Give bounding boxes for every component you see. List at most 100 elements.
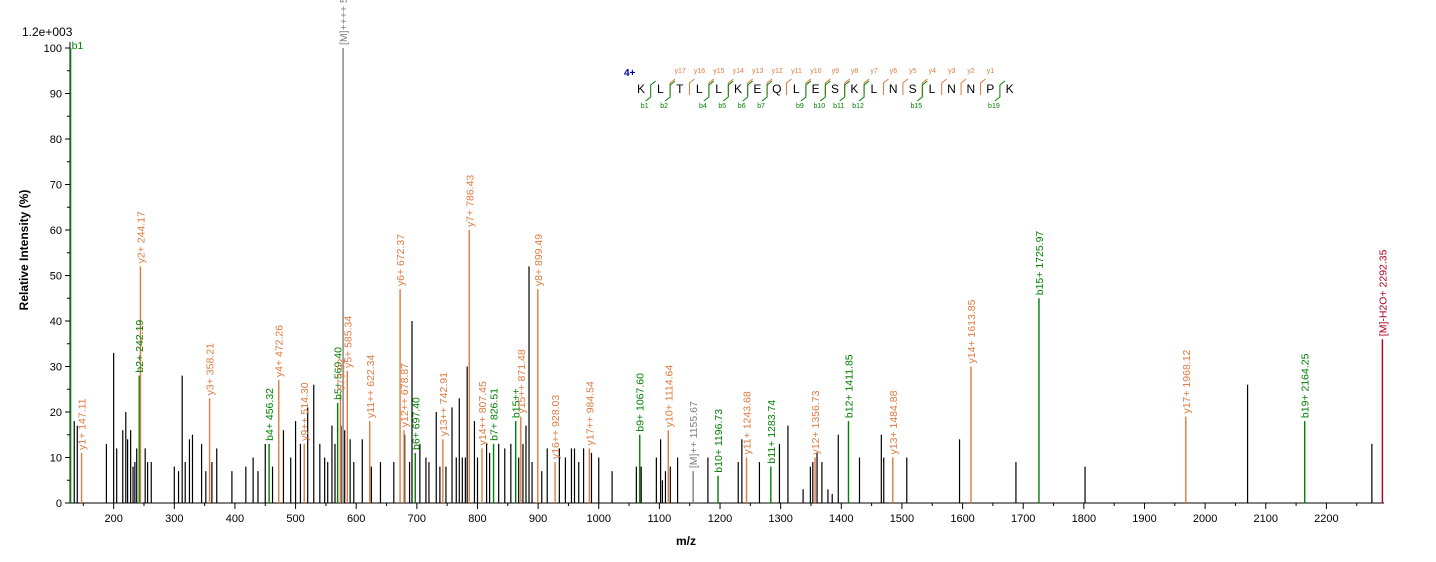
b-ion-label: b11 xyxy=(833,103,844,110)
peak-label: y13++ 742.91 xyxy=(438,372,450,436)
sequence-residue: S xyxy=(831,82,839,96)
x-tick-label: 2000 xyxy=(1193,513,1217,525)
peak-label: y14++ 807.45 xyxy=(477,381,489,445)
peak-label: y2+ 244.17 xyxy=(135,211,147,263)
peak-label: y14+ 1613.85 xyxy=(966,299,978,363)
y-tick-label: 40 xyxy=(50,316,62,328)
x-tick-label: 1000 xyxy=(587,513,611,525)
y-ion-label: y5 xyxy=(909,68,917,75)
y-ion-label: y12 xyxy=(771,68,782,75)
b-ion-bracket xyxy=(839,80,851,102)
sequence-residue: L xyxy=(696,82,703,96)
y-ion-label: y16 xyxy=(694,68,705,75)
y-tick-label: 50 xyxy=(50,271,62,283)
sequence-residue: T xyxy=(676,82,684,96)
x-tick-label: 800 xyxy=(468,513,486,525)
peak-label: y16++ 928.03 xyxy=(550,395,562,459)
x-tick-label: 700 xyxy=(408,513,426,525)
y-tick-label: 20 xyxy=(50,407,62,419)
sequence-residue: N xyxy=(947,82,956,96)
peak-label: y8+ 899.49 xyxy=(533,234,545,286)
peak-label: y6+ 672.37 xyxy=(395,234,407,286)
y-ion-label: y9 xyxy=(832,68,840,75)
peak-label: [M]-H2O+ 2292.35 xyxy=(1377,249,1389,336)
x-axis-title: m/z xyxy=(676,534,696,548)
x-tick-label: 2100 xyxy=(1254,513,1278,525)
b-ion-bracket xyxy=(722,80,734,102)
peak-labels-layer: b1 y1+ 147.11 b2+ 242.19 y2+ 244.17 y3+ 358.… xyxy=(72,0,1390,473)
b-ion-bracket xyxy=(664,80,676,102)
y-ion-label: y2 xyxy=(967,68,975,75)
sequence-residue: E xyxy=(812,82,820,96)
sequence-residue: K xyxy=(1006,82,1014,96)
x-tick-label: 1700 xyxy=(1011,513,1035,525)
x-tick-label: 300 xyxy=(165,513,183,525)
x-tick-label: 900 xyxy=(529,513,547,525)
y-ion-bracket xyxy=(960,78,967,95)
y-tick-label: 100 xyxy=(44,43,62,55)
sequence-residue: Q xyxy=(772,82,781,96)
y-tick-label: 80 xyxy=(50,134,62,146)
x-tick-label: 1100 xyxy=(648,513,672,525)
x-tick-label: 1800 xyxy=(1072,513,1096,525)
sequence-residue: N xyxy=(889,82,898,96)
sequence-residue: N xyxy=(966,82,975,96)
peak-label: y12+ 1356.73 xyxy=(810,390,822,454)
b-ion-label: b10 xyxy=(813,103,825,110)
y-ion-label: y11 xyxy=(791,68,802,75)
peak-label: b1 xyxy=(72,40,84,52)
b-ion-label: b5 xyxy=(718,103,726,110)
y-tick-label: 90 xyxy=(50,89,62,101)
peak-label: b15+ 1725.97 xyxy=(1034,231,1046,296)
y-ion-label: y15 xyxy=(713,68,724,75)
peak-label: y12++ 678.87 xyxy=(399,363,411,427)
sequence-residue: K xyxy=(850,82,858,96)
peak-label: y15++ 871.48 xyxy=(516,349,528,413)
peak-label: y10+ 1114.64 xyxy=(663,365,675,428)
peaks-layer xyxy=(69,48,1384,503)
peak-label: [M]++++ 578.35 xyxy=(338,0,350,45)
peak-label: b7+ 826.51 xyxy=(489,388,501,441)
b-ion-label: b15 xyxy=(910,103,922,110)
peak-label: b10+ 1196.73 xyxy=(713,409,725,473)
peak-label: y9++ 514.30 xyxy=(299,382,311,441)
x-tick-label: 200 xyxy=(104,513,122,525)
y-tick-label: 60 xyxy=(50,225,62,237)
peak-label: [M]++ 1155.67 xyxy=(688,401,700,468)
sequence-residue: L xyxy=(929,82,936,96)
y-ion-label: y4 xyxy=(929,68,937,75)
peak-label: y5+ 585.34 xyxy=(342,316,354,368)
peak-label: y3+ 358.21 xyxy=(205,343,217,395)
b-ion-label: b4 xyxy=(699,103,707,110)
b-ion-bracket xyxy=(858,80,870,102)
sequence-residue: S xyxy=(909,82,917,96)
x-tick-label: 1300 xyxy=(768,513,792,525)
x-tick-label: 1500 xyxy=(890,513,914,525)
y-ion-bracket xyxy=(883,78,889,95)
peak-label: b4+ 456.32 xyxy=(264,388,276,441)
peak-label: y13+ 1484.88 xyxy=(888,390,900,454)
y-ion-label: y1 xyxy=(987,68,995,75)
peak-label: y11++ 622.34 xyxy=(365,354,377,418)
x-tick-label: 2200 xyxy=(1314,513,1338,525)
peak-label: 573.92 xyxy=(335,359,347,391)
sequence-residue: L xyxy=(870,82,877,96)
y-ion-label: y7 xyxy=(870,68,878,75)
peak-label: b2+ 242.19 xyxy=(134,320,146,373)
sequence-residue: L xyxy=(793,82,800,96)
b-ion-bracket xyxy=(761,80,773,102)
x-tick-label: 500 xyxy=(286,513,304,525)
y-tick-label: 30 xyxy=(50,362,62,374)
peak-label: b9+ 1067.60 xyxy=(635,373,647,432)
y-tick-label: 0 xyxy=(56,498,62,510)
y-ion-label: y10 xyxy=(810,68,821,75)
b-ion-label: b6 xyxy=(738,103,746,110)
x-tick-label: 1200 xyxy=(708,513,732,525)
peak-label: b6+ 697.40 xyxy=(410,397,422,450)
x-tick-label: 1600 xyxy=(950,513,974,525)
y-ion-label: y3 xyxy=(948,68,956,75)
b-ion-bracket xyxy=(742,80,754,102)
y-ion-label: y8 xyxy=(851,68,859,75)
